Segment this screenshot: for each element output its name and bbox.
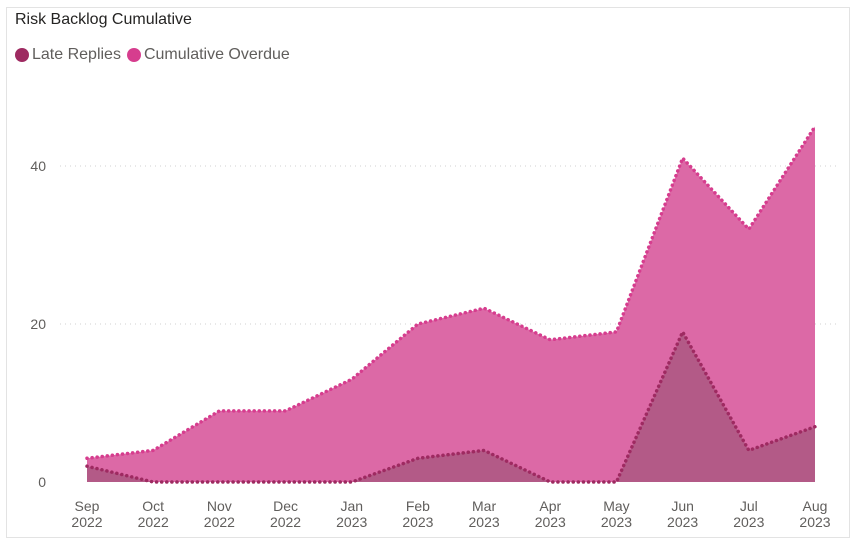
x-tick-label-month: Sep — [75, 498, 100, 514]
area-cumulative-overdue — [87, 126, 815, 482]
legend-label-late-replies: Late Replies — [32, 46, 121, 63]
x-tick-label-year: 2023 — [799, 514, 830, 530]
x-tick-label-month: Oct — [142, 498, 164, 514]
x-tick-label-year: 2023 — [733, 514, 764, 530]
y-tick-label-0: 0 — [38, 474, 46, 490]
x-tick-label-month: Feb — [406, 498, 430, 514]
x-tick-label-month: Mar — [472, 498, 496, 514]
legend-marker-late-replies — [15, 48, 29, 62]
x-tick-label-year: 2023 — [601, 514, 632, 530]
x-tick-label-year: 2022 — [204, 514, 235, 530]
line-cumulative-overdue — [85, 124, 817, 461]
x-tick-label-year: 2023 — [667, 514, 698, 530]
x-tick-label-month: Apr — [539, 498, 561, 514]
x-tick-label-year: 2023 — [336, 514, 367, 530]
x-tick-label-month: Jan — [340, 498, 363, 514]
legend-item-late-replies[interactable]: Late Replies — [15, 46, 121, 64]
x-tick-label-year: 2023 — [469, 514, 500, 530]
x-tick-label-month: May — [603, 498, 629, 514]
area-late-replies — [87, 331, 815, 482]
legend: Late Replies Cumulative Overdue — [15, 46, 296, 64]
x-tick-label-year: 2023 — [535, 514, 566, 530]
x-tick-label-year: 2022 — [270, 514, 301, 530]
y-tick-label-40: 40 — [30, 158, 46, 174]
legend-marker-cumulative-overdue — [126, 48, 141, 62]
y-tick-label-20: 20 — [30, 316, 46, 332]
x-tick-label-month: Dec — [273, 498, 298, 514]
x-tick-label-month: Aug — [803, 498, 828, 514]
x-tick-label-year: 2022 — [138, 514, 169, 530]
legend-label-cumulative-overdue: Cumulative Overdue — [143, 46, 290, 63]
line-late-replies — [85, 330, 817, 484]
x-tick-label-month: Jul — [740, 498, 758, 514]
x-tick-label-year: 2023 — [402, 514, 433, 530]
x-tick-label-year: 2022 — [71, 514, 102, 530]
x-tick-label-month: Jun — [671, 498, 694, 514]
chart-title: Risk Backlog Cumulative — [15, 11, 192, 28]
legend-item-cumulative-overdue[interactable]: Cumulative Overdue — [126, 46, 290, 64]
x-tick-label-month: Nov — [207, 498, 232, 514]
